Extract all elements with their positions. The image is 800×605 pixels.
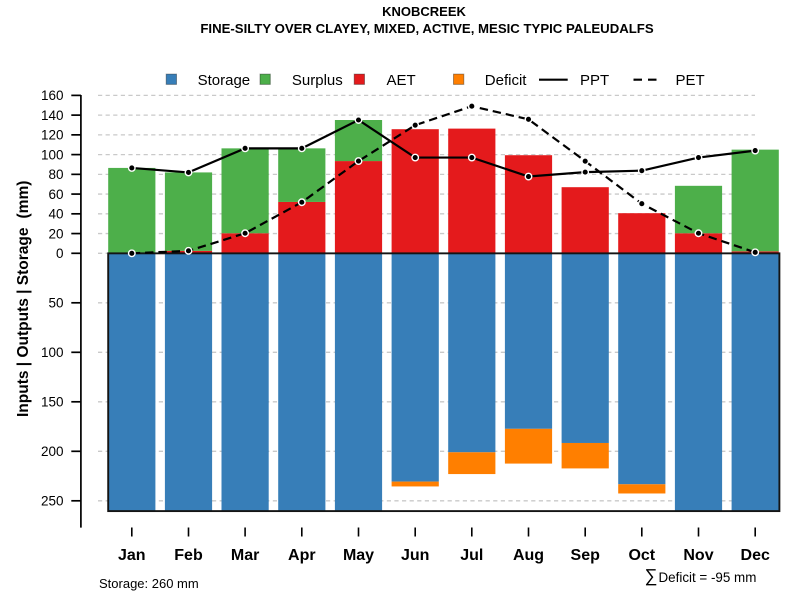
svg-text:KNOBCREEK: KNOBCREEK (382, 4, 466, 19)
svg-text:May: May (343, 547, 374, 564)
svg-text:Inputs | Outputs | Storage: Inputs | Outputs | Storage (15, 227, 32, 417)
svg-text:Jan: Jan (118, 547, 146, 564)
svg-text:Apr: Apr (288, 547, 316, 564)
svg-text:50: 50 (48, 296, 63, 311)
svg-text:Surplus: Surplus (292, 72, 343, 89)
svg-text:∑: ∑ (645, 566, 658, 586)
svg-text:AET: AET (387, 72, 416, 89)
svg-text:PPT: PPT (580, 72, 609, 89)
svg-text:(mm): (mm) (15, 181, 32, 219)
svg-text:Dec: Dec (741, 547, 770, 564)
svg-text:PET: PET (676, 72, 705, 89)
svg-text:Deficit: Deficit (485, 72, 528, 89)
svg-text:20: 20 (48, 226, 63, 241)
svg-text:Storage: Storage (198, 72, 251, 89)
svg-text:60: 60 (48, 187, 63, 202)
svg-text:100: 100 (41, 345, 64, 360)
svg-text:100: 100 (41, 147, 64, 162)
svg-text:Deficit = -95 mm: Deficit = -95 mm (659, 570, 757, 585)
svg-text:160: 160 (41, 88, 64, 103)
svg-text:150: 150 (41, 395, 64, 410)
svg-text:Feb: Feb (174, 547, 203, 564)
svg-text:40: 40 (48, 207, 63, 222)
svg-text:200: 200 (41, 444, 64, 459)
svg-text:FINE-SILTY OVER CLAYEY, MIXED,: FINE-SILTY OVER CLAYEY, MIXED, ACTIVE, M… (200, 21, 654, 36)
svg-text:Aug: Aug (513, 547, 544, 564)
svg-text:Jun: Jun (401, 547, 429, 564)
svg-text:Mar: Mar (231, 547, 259, 564)
svg-text:140: 140 (41, 108, 64, 123)
svg-text:Jul: Jul (460, 547, 483, 564)
svg-text:80: 80 (48, 167, 63, 182)
svg-text:Oct: Oct (628, 547, 655, 564)
svg-text:120: 120 (41, 128, 64, 143)
svg-text:0: 0 (56, 246, 64, 261)
svg-text:Storage: 260 mm: Storage: 260 mm (99, 576, 199, 591)
svg-text:250: 250 (41, 494, 64, 509)
svg-text:Sep: Sep (571, 547, 601, 564)
svg-text:Nov: Nov (683, 547, 713, 564)
